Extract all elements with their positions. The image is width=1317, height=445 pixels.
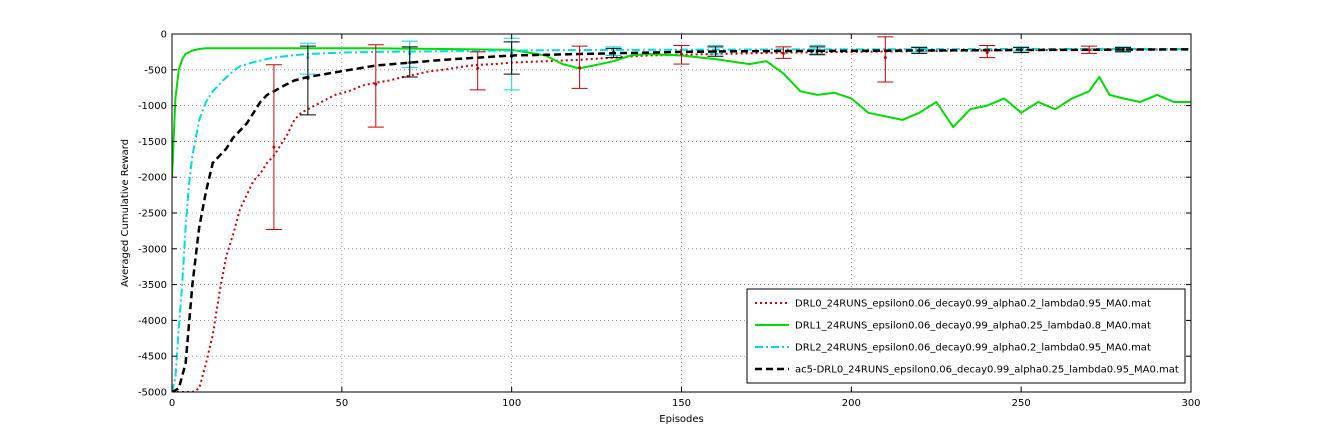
- x-tick-label: 200: [842, 398, 861, 409]
- y-tick-label: -3000: [138, 244, 167, 255]
- error-bar-center: [713, 50, 717, 54]
- error-bar: [775, 46, 792, 59]
- series-line-1: [172, 47, 1191, 178]
- error-bar-center: [680, 52, 683, 56]
- error-bar-center: [985, 51, 989, 55]
- error-bar: [571, 45, 588, 89]
- error-bar-center: [408, 61, 412, 65]
- error-bar: [299, 45, 316, 116]
- x-tick-label: 150: [672, 398, 691, 409]
- error-bar-center: [883, 56, 887, 60]
- y-axis-ticks: 0 -500 -1000 -1500 -2000 -2500 -3000 -3500 -4000…: [138, 30, 1191, 399]
- error-bar: [673, 44, 690, 65]
- y-axis-label: Averaged Cumulative Reward: [120, 139, 131, 287]
- error-bar: [1115, 47, 1132, 53]
- x-tick-label: 100: [502, 398, 521, 409]
- legend-item: DRL2_24RUNS_epsilon0.06_decay0.99_alpha0…: [755, 343, 1151, 354]
- error-bar: [605, 47, 622, 59]
- y-tick-label: -2500: [138, 209, 167, 220]
- legend: DRL0_24RUNS_epsilon0.06_decay0.99_alpha0…: [746, 288, 1186, 384]
- error-bar: [809, 46, 826, 56]
- error-bar-center: [306, 76, 310, 80]
- y-tick-label: -1500: [138, 137, 167, 148]
- error-bar: [1081, 45, 1098, 54]
- y-tick-label: -5000: [138, 388, 167, 399]
- legend-item: DRL0_24RUNS_epsilon0.06_decay0.99_alpha0…: [755, 299, 1151, 310]
- y-tick-label: -2000: [138, 173, 167, 184]
- error-bar-center: [781, 51, 785, 55]
- error-bar: [503, 41, 520, 75]
- error-bars: [265, 36, 1132, 230]
- error-bar-center: [1121, 48, 1125, 52]
- error-bar-center: [612, 51, 616, 55]
- y-tick-label: -3500: [138, 280, 167, 291]
- y-tick-label: -4500: [138, 352, 167, 363]
- error-bar: [367, 44, 384, 128]
- error-bar: [265, 64, 282, 230]
- legend-item: ac5-DRL0_24RUNS_epsilon0.06_decay0.99_al…: [755, 365, 1179, 376]
- error-bar-center: [1087, 48, 1091, 52]
- series-line-2: [172, 48, 1191, 392]
- error-bar: [979, 44, 996, 59]
- error-bar-center: [917, 48, 921, 52]
- error-bar-center: [815, 49, 819, 53]
- legend-label: DRL0_24RUNS_epsilon0.06_decay0.99_alpha0…: [795, 299, 1151, 310]
- x-tick-label: 0: [169, 398, 175, 409]
- error-bar-center: [272, 145, 276, 149]
- y-tick-label: -500: [144, 65, 167, 76]
- legend-box: [746, 288, 1186, 384]
- x-tick-label: 300: [1181, 398, 1200, 409]
- error-bar-center: [374, 82, 378, 86]
- x-axis-ticks: 0 50 100 150 200 250 300: [169, 34, 1201, 409]
- x-tick-label: 250: [1012, 398, 1031, 409]
- error-bar-center: [1019, 48, 1023, 52]
- error-bar-center: [510, 54, 514, 58]
- y-tick-label: -4000: [138, 316, 167, 327]
- error-bar: [1013, 47, 1030, 54]
- legend-label: DRL1_24RUNS_epsilon0.06_decay0.99_alpha0…: [795, 321, 1151, 332]
- legend-label: ac5-DRL0_24RUNS_epsilon0.06_decay0.99_al…: [795, 365, 1179, 376]
- error-bar-center: [578, 66, 582, 70]
- legend-item: DRL1_24RUNS_epsilon0.06_decay0.99_alpha0…: [755, 321, 1151, 332]
- error-bar: [401, 46, 418, 78]
- y-tick-label: 0: [161, 30, 167, 41]
- error-bar: [877, 36, 894, 83]
- error-bar: [469, 51, 486, 91]
- x-tick-label: 50: [335, 398, 348, 409]
- y-tick-label: -1000: [138, 101, 167, 112]
- x-axis-label: Episodes: [659, 414, 703, 425]
- legend-label: DRL2_24RUNS_epsilon0.06_decay0.99_alpha0…: [795, 343, 1151, 354]
- error-bar: [707, 46, 724, 57]
- error-bar-center: [476, 66, 480, 70]
- error-bar: [911, 47, 928, 54]
